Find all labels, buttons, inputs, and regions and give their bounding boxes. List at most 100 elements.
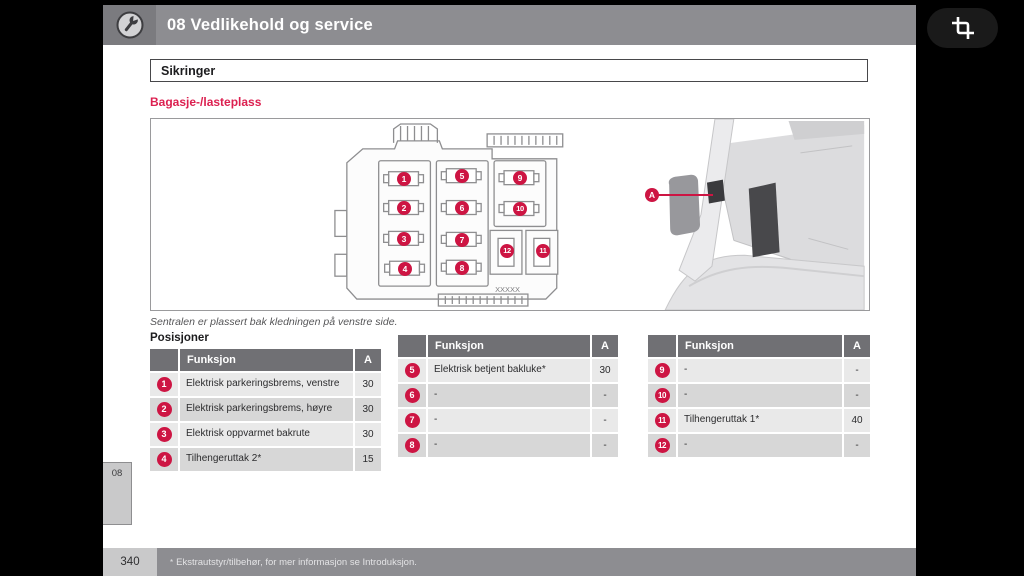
crop-button[interactable] [927,8,998,48]
fuse-number-badge: 10 [654,388,670,403]
fusebox-diagram: XXXXX [334,119,865,310]
fusebox-figure: XXXXX 1 2 3 4 5 6 7 8 9 10 12 11 A [150,118,870,311]
car-trunk-illustration [664,119,865,310]
figure-marker-9: 9 [513,171,527,185]
fuse-function-cell: - [678,359,842,382]
header-funksjon: Funksjon [428,335,590,357]
fuse-table-row: 11 Tilhengeruttak 1* 40 [648,409,870,432]
fuse-table-row: 7-- [398,409,618,432]
fuse-amp-cell: - [592,384,618,407]
fuse-number-badge: 11 [654,413,670,428]
fuse-amp-cell: 30 [355,373,381,396]
fuse-function-cell: - [428,434,590,457]
section-title-box: Sikringer [150,59,868,82]
footnote-text: Ekstrautstyr/tilbehør, for mer informasj… [176,556,417,568]
fuse-number-cell: 8 [398,434,426,457]
fuse-amp-cell: 15 [355,448,381,471]
header-funksjon: Funksjon [180,349,353,371]
figure-marker-A: A [645,188,659,202]
header-amp: A [592,335,618,357]
fuse-table-row: 2 Elektrisk parkeringsbrems, høyre 30 [150,398,381,421]
fusebox-drawing: XXXXX [334,123,564,307]
fuse-number-badge: 12 [654,438,670,453]
chapter-icon-box [103,5,156,45]
fuse-table-row: 3 Elektrisk oppvarmet bakrute 30 [150,423,381,446]
fuse-table-2: Funksjon A 5 Elektrisk betjent bakluke* 30 6-… [398,335,618,457]
marker-leader-line [652,194,713,196]
figure-marker-8: 8 [455,261,469,275]
fuse-amp-cell: 30 [355,398,381,421]
fuse-table-row: 6-- [398,384,618,407]
fuse-number-cell: 10 [648,384,676,407]
chapter-title: 08 Vedlikehold og service [167,15,373,34]
header-amp: A [355,349,381,371]
fuse-number-badge: 8 [404,438,420,453]
fuse-number-cell: 6 [398,384,426,407]
header-corner-cell [398,335,426,357]
fuse-number-badge: 2 [156,402,172,417]
fuse-amp-cell: 30 [355,423,381,446]
figure-marker-7: 7 [455,233,469,247]
fuse-table-row: 9-- [648,359,870,382]
fuse-number-cell: 9 [648,359,676,382]
fuse-function-cell: - [678,384,842,407]
fuse-number-cell: 4 [150,448,178,471]
chapter-edge-tab: 08 [103,462,132,525]
fuse-function-cell: Elektrisk oppvarmet bakrute [180,423,353,446]
figure-marker-5: 5 [455,169,469,183]
figure-marker-3: 3 [397,232,411,246]
figure-caption: Sentralen er plassert bak kledningen på … [150,316,398,328]
fuse-number-cell: 1 [150,373,178,396]
fuse-function-cell: - [678,434,842,457]
fuse-number-badge: 3 [156,427,172,442]
fusebox-part-label: XXXXX [495,285,520,294]
positions-label: Posisjoner [150,332,209,344]
header-corner-cell [648,335,676,357]
page-number: 340 [103,548,157,576]
chapter-header: 08 Vedlikehold og service [103,5,916,45]
fuse-function-cell: Elektrisk parkeringsbrems, venstre [180,373,353,396]
fuse-number-cell: 5 [398,359,426,382]
fuse-amp-cell: - [844,384,870,407]
fuse-number-cell: 12 [648,434,676,457]
fuse-table-1: Funksjon A 1 Elektrisk parkeringsbrems, ven… [150,349,381,471]
fuse-number-cell: 3 [150,423,178,446]
figure-marker-4: 4 [398,262,412,276]
figure-marker-6: 6 [455,201,469,215]
fuse-amp-cell: 30 [592,359,618,382]
fuse-table-row: 1 Elektrisk parkeringsbrems, venstre 30 [150,373,381,396]
header-funksjon: Funksjon [678,335,842,357]
fuse-amp-cell: - [844,434,870,457]
fuse-function-cell: Elektrisk parkeringsbrems, høyre [180,398,353,421]
fuse-number-cell: 2 [150,398,178,421]
fuse-function-cell: Elektrisk betjent bakluke* [428,359,590,382]
header-amp: A [844,335,870,357]
fuse-amp-cell: - [844,359,870,382]
fuse-function-cell: - [428,409,590,432]
fuse-number-cell: 11 [648,409,676,432]
fuse-function-cell: Tilhengeruttak 2* [180,448,353,471]
header-corner-cell [150,349,178,371]
footnote-bar: * Ekstrautstyr/tilbehør, for mer informa… [157,548,916,576]
fuse-number-badge: 4 [156,452,172,467]
section-title: Sikringer [161,63,216,78]
fuse-amp-cell: - [592,409,618,432]
fuse-table-row: 10- - [648,384,870,407]
fuse-number-badge: 5 [404,363,420,378]
fuse-function-cell: - [428,384,590,407]
fuse-table-header: Funksjon A [398,335,618,357]
figure-marker-1: 1 [397,172,411,186]
fuse-table-row: 12- - [648,434,870,457]
figure-marker-12: 12 [500,244,514,258]
fuse-table-row: 4 Tilhengeruttak 2* 15 [150,448,381,471]
fuse-function-cell: Tilhengeruttak 1* [678,409,842,432]
figure-marker-2: 2 [397,201,411,215]
crop-icon [951,17,974,39]
fuse-table-row: 5 Elektrisk betjent bakluke* 30 [398,359,618,382]
fuse-table-header: Funksjon A [648,335,870,357]
wrench-icon [116,11,143,39]
fuse-number-badge: 7 [404,413,420,428]
page-footer: 340 * Ekstrautstyr/tilbehør, for mer inf… [103,548,916,576]
fuse-number-badge: 9 [654,363,670,378]
